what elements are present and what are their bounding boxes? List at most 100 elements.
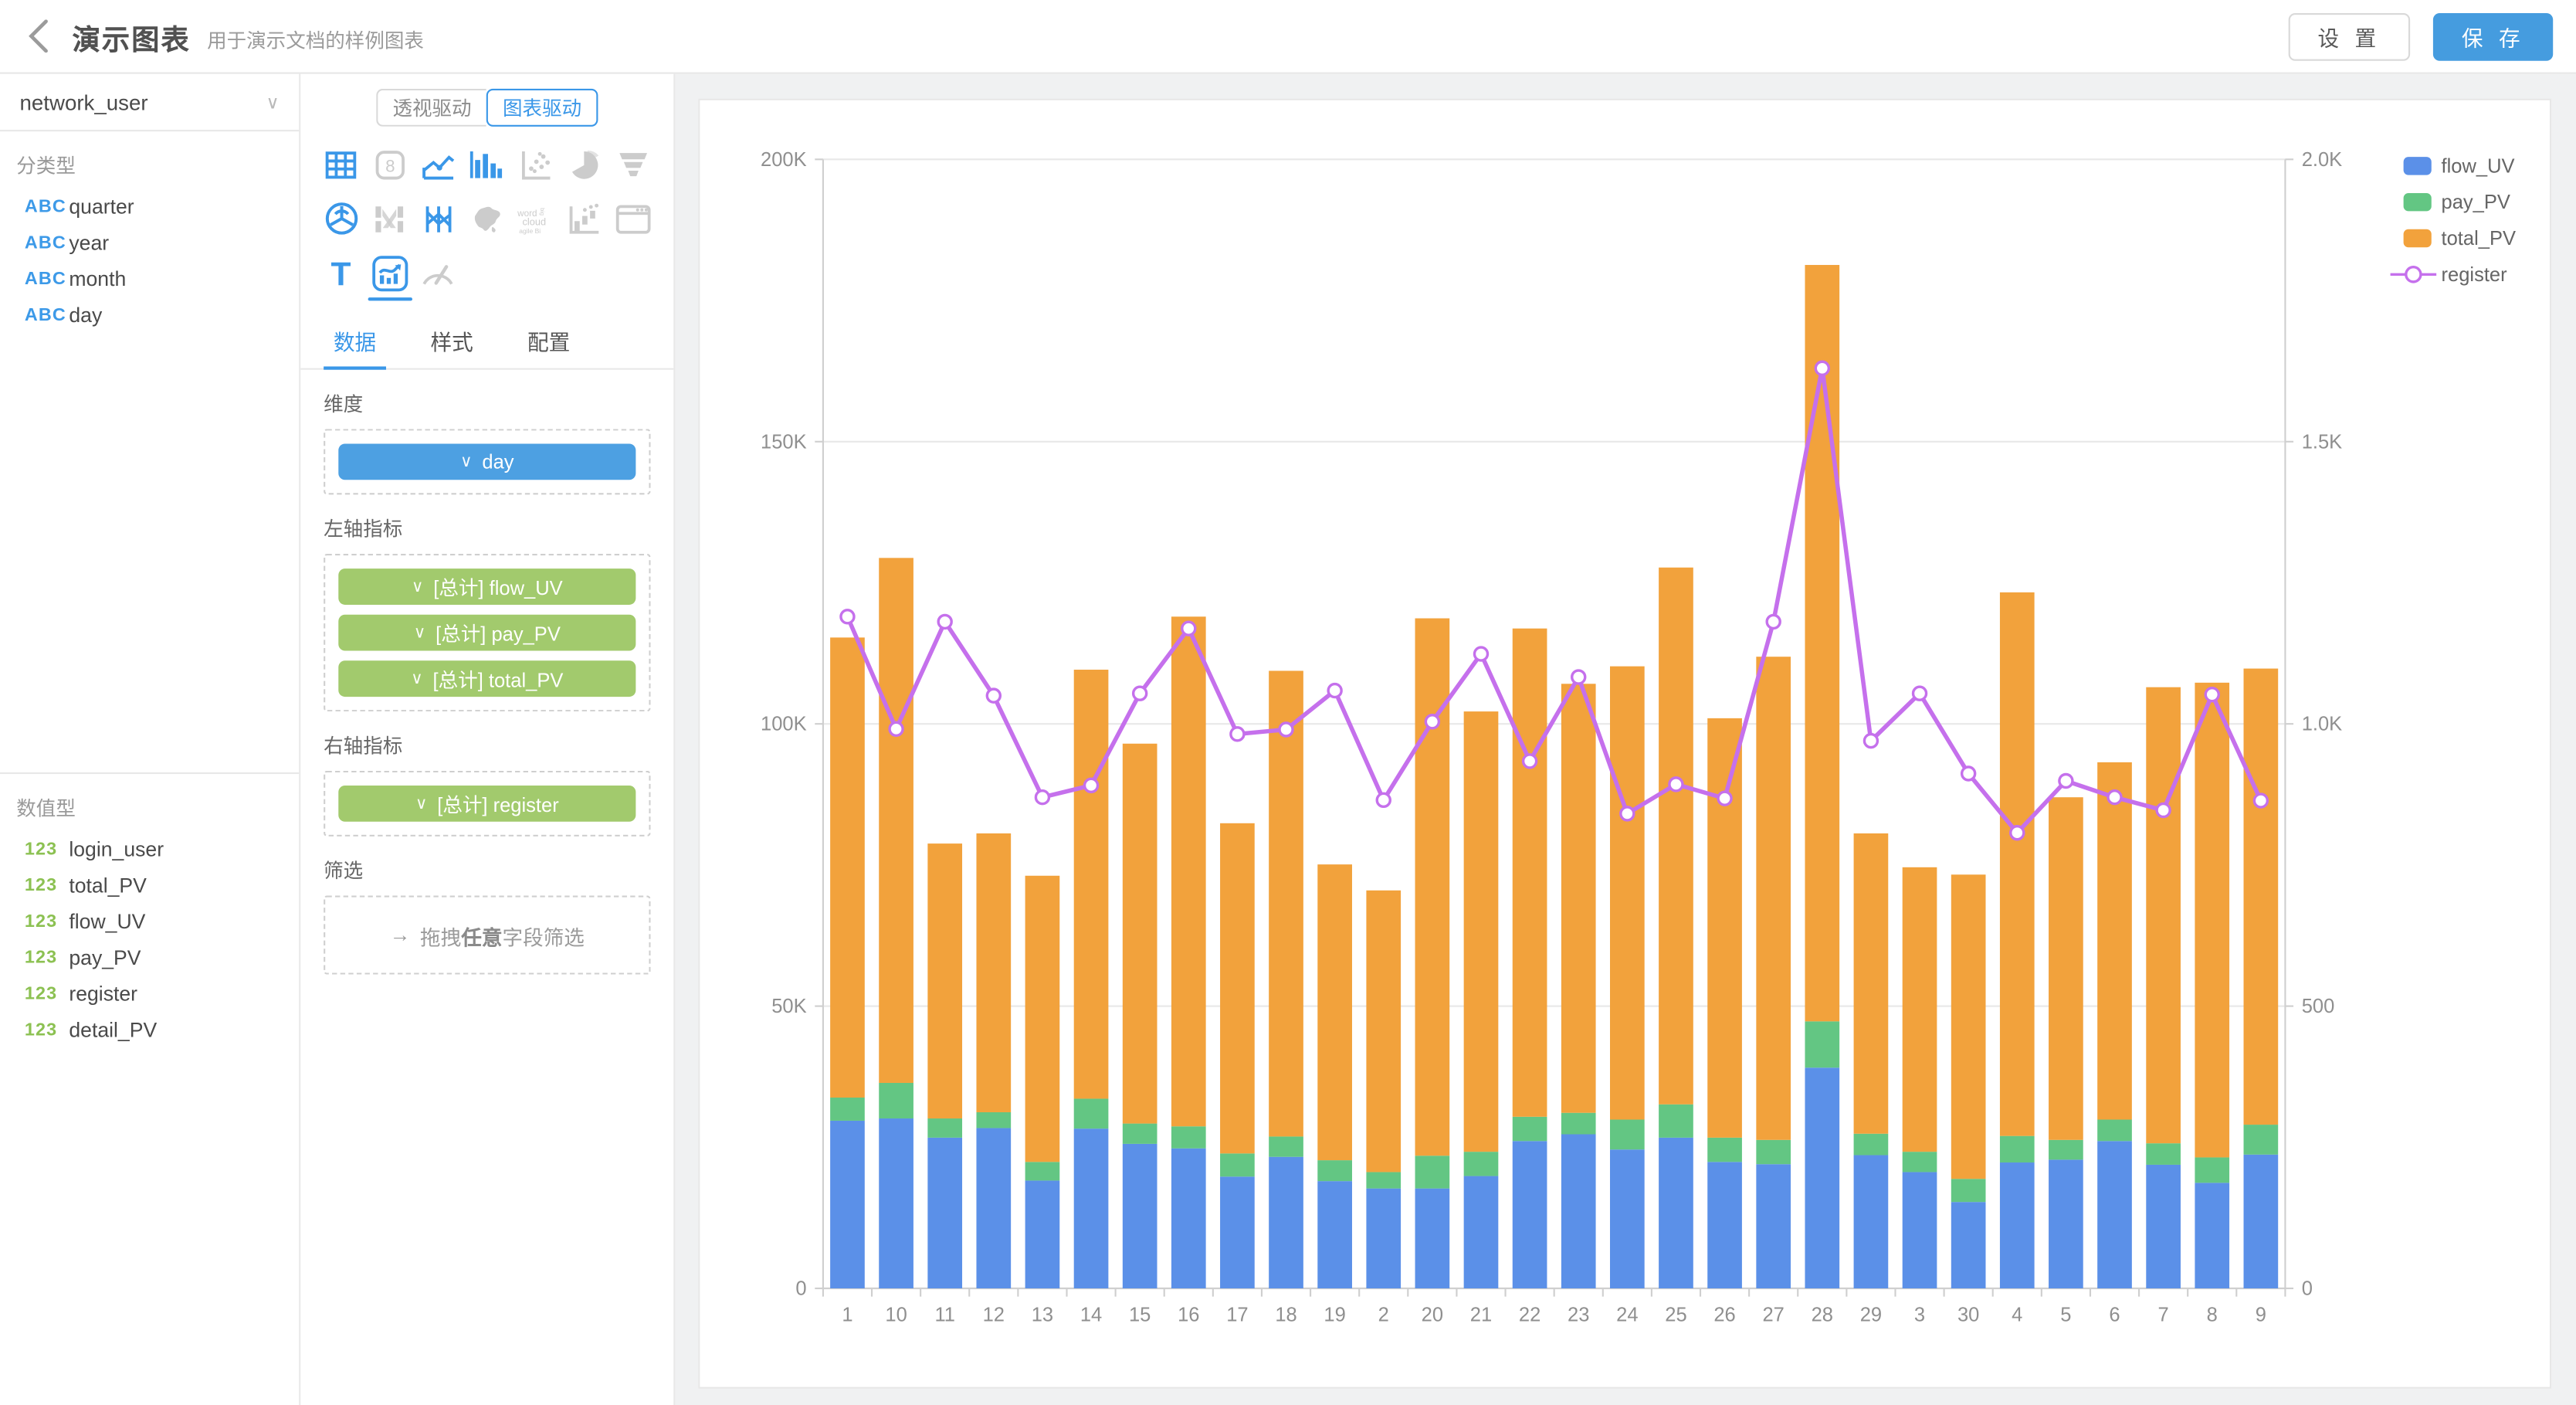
- gauge-chart-icon[interactable]: [414, 248, 463, 297]
- funnel-chart-icon[interactable]: [608, 140, 657, 189]
- number-type-icon: 123: [24, 911, 58, 932]
- svg-text:9: 9: [2256, 1305, 2266, 1326]
- svg-text:10: 10: [885, 1305, 907, 1326]
- field-item-pay_PV[interactable]: 123 pay_PV: [24, 946, 141, 970]
- svg-text:5: 5: [2060, 1305, 2071, 1326]
- page-title: 演示图表: [72, 23, 191, 56]
- dual-axis-chart-icon[interactable]: [366, 248, 415, 301]
- wordcloud-chart-icon[interactable]: word big cloud agile Bi: [511, 194, 560, 243]
- save-button[interactable]: 保 存: [2433, 12, 2554, 60]
- svg-text:0: 0: [795, 1278, 806, 1300]
- svg-text:T: T: [331, 256, 351, 290]
- field-chip--pay_PV[interactable]: ∨ [总计] pay_PV: [338, 614, 636, 651]
- parallel-chart-icon[interactable]: [414, 194, 463, 243]
- settings-button[interactable]: 设 置: [2288, 12, 2411, 60]
- svg-text:1: 1: [842, 1305, 852, 1326]
- field-chip--flow_UV[interactable]: ∨ [总计] flow_UV: [338, 568, 636, 605]
- chart-type-grid: 8 word big cloud agile Bi T: [300, 127, 673, 301]
- svg-text:20: 20: [1422, 1305, 1443, 1326]
- field-item-detail_PV[interactable]: 123 detail_PV: [24, 1019, 158, 1042]
- field-item-month[interactable]: ABC month: [24, 267, 127, 291]
- svg-text:30: 30: [1957, 1305, 1979, 1326]
- svg-text:26: 26: [1713, 1305, 1735, 1326]
- field-item-register[interactable]: 123 register: [24, 982, 138, 1006]
- svg-text:4: 4: [2012, 1305, 2022, 1326]
- svg-text:19: 19: [1324, 1305, 1345, 1326]
- categorical-label: 分类型: [16, 154, 76, 178]
- iframe-chart-icon[interactable]: [608, 194, 657, 243]
- back-button[interactable]: [20, 18, 56, 54]
- tab-0[interactable]: 数据: [324, 314, 387, 370]
- chevron-down-icon: ∨: [413, 623, 426, 642]
- field-item-total_PV[interactable]: 123 total_PV: [24, 874, 147, 898]
- bar-chart-icon[interactable]: [463, 140, 511, 189]
- svg-text:flow_UV: flow_UV: [2442, 155, 2515, 177]
- svg-text:28: 28: [1812, 1305, 1833, 1326]
- tab-1[interactable]: 样式: [430, 330, 473, 355]
- chevron-down-icon: ∨: [266, 93, 280, 113]
- svg-text:13: 13: [1032, 1305, 1053, 1326]
- dimension-label: 维度: [324, 392, 364, 416]
- panel-tabs: 数据 样式 配置: [300, 314, 674, 370]
- left-axis-label: 左轴指标: [324, 518, 403, 541]
- chart-preview-area: 0 0 50K 500 100K 1.0K 150K 1.5K 200K 2.0K 1 10 11 12 1…: [675, 73, 2576, 1405]
- svg-text:cloud: cloud: [523, 215, 546, 226]
- dimension-dropzone[interactable]: ∨ day: [324, 429, 651, 495]
- svg-text:27: 27: [1762, 1305, 1784, 1326]
- field-item-login_user[interactable]: 123 login_user: [24, 838, 164, 861]
- filter-dropzone[interactable]: → 拖拽任意字段筛选: [324, 895, 651, 975]
- page-subtitle: 用于演示文档的样例图表: [207, 29, 424, 53]
- field-item-day[interactable]: ABC day: [24, 304, 103, 327]
- filter-label: 筛选: [324, 859, 364, 883]
- header: 演示图表 用于演示文档的样例图表 设 置 保 存: [0, 0, 2576, 74]
- table-chart-icon[interactable]: [317, 140, 366, 189]
- filter-hint: 拖拽任意字段筛选: [420, 925, 585, 949]
- svg-text:1.5K: 1.5K: [2302, 431, 2342, 453]
- waterfall-chart-icon[interactable]: [560, 194, 608, 243]
- field-item-year[interactable]: ABC year: [24, 231, 110, 255]
- scatter-chart-icon[interactable]: [511, 140, 560, 189]
- svg-text:6: 6: [2109, 1305, 2120, 1326]
- sidebar-divider: [0, 772, 300, 775]
- field-chip--total_PV[interactable]: ∨ [总计] total_PV: [338, 660, 636, 697]
- left-axis-dropzone[interactable]: ∨ [总计] flow_UV ∨ [总计] pay_PV ∨ [总计] total_PV: [324, 553, 651, 712]
- svg-text:50K: 50K: [771, 996, 806, 1017]
- datasource-select[interactable]: network_user ∨: [0, 74, 300, 132]
- datasource-name: network_user: [19, 89, 148, 114]
- text-type-icon: ABC: [24, 269, 66, 290]
- svg-text:21: 21: [1470, 1305, 1492, 1326]
- field-item-quarter[interactable]: ABC quarter: [24, 195, 134, 219]
- tab-2[interactable]: 配置: [527, 330, 571, 355]
- numeric-field-list: 123 login_user 123 total_PV 123 flow_UV 123 pay…: [0, 832, 299, 1049]
- svg-text:16: 16: [1178, 1305, 1199, 1326]
- svg-text:14: 14: [1080, 1305, 1102, 1326]
- sankey-chart-icon[interactable]: [366, 194, 415, 243]
- mode-toggle-0[interactable]: 透视驱动: [376, 88, 486, 127]
- right-axis-dropzone[interactable]: ∨ [总计] register: [324, 770, 651, 837]
- line-chart-icon[interactable]: [414, 140, 463, 189]
- svg-text:24: 24: [1616, 1305, 1638, 1326]
- map-chart-icon[interactable]: [463, 194, 511, 243]
- mode-toggle-1[interactable]: 图表驱动: [486, 88, 598, 127]
- svg-text:100K: 100K: [761, 714, 807, 735]
- svg-text:200K: 200K: [761, 149, 807, 171]
- kpi-card-icon[interactable]: 8: [366, 140, 415, 189]
- dual-axis-chart[interactable]: 0 0 50K 500 100K 1.0K 150K 1.5K 200K 2.0K 1 10 11 12 1…: [700, 100, 2550, 1387]
- field-chip-day[interactable]: ∨ day: [338, 443, 636, 480]
- pie-chart-icon[interactable]: [560, 140, 608, 189]
- chevron-down-icon: ∨: [415, 794, 428, 813]
- svg-text:8: 8: [385, 156, 395, 175]
- field-chip--register[interactable]: ∨ [总计] register: [338, 785, 636, 822]
- number-type-icon: 123: [24, 1020, 58, 1040]
- text-chart-icon[interactable]: T: [317, 248, 366, 297]
- svg-text:register: register: [2442, 264, 2508, 286]
- svg-text:8: 8: [2207, 1305, 2218, 1326]
- svg-text:7: 7: [2158, 1305, 2169, 1326]
- svg-text:18: 18: [1275, 1305, 1296, 1326]
- field-item-flow_UV[interactable]: 123 flow_UV: [24, 910, 146, 934]
- chevron-down-icon: ∨: [411, 577, 424, 596]
- svg-text:pay_PV: pay_PV: [2442, 192, 2510, 213]
- text-type-icon: ABC: [24, 197, 66, 217]
- radar-chart-icon[interactable]: [317, 194, 366, 243]
